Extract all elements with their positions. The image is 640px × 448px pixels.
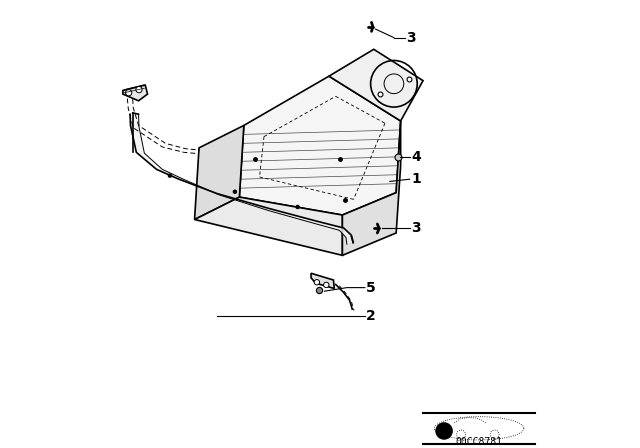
Polygon shape xyxy=(123,85,148,101)
Circle shape xyxy=(314,280,319,285)
Circle shape xyxy=(136,86,142,93)
Polygon shape xyxy=(311,273,334,289)
Text: 4: 4 xyxy=(411,150,420,164)
Circle shape xyxy=(296,205,300,209)
Text: 00CC8781: 00CC8781 xyxy=(456,437,502,447)
Text: 2: 2 xyxy=(366,309,376,323)
Text: 3: 3 xyxy=(406,30,416,45)
Circle shape xyxy=(324,282,329,288)
Polygon shape xyxy=(239,76,401,215)
Polygon shape xyxy=(195,125,244,220)
Polygon shape xyxy=(342,121,401,255)
Circle shape xyxy=(168,173,172,178)
Polygon shape xyxy=(329,49,423,121)
Text: 5: 5 xyxy=(366,280,376,295)
Circle shape xyxy=(436,423,452,439)
Text: 1: 1 xyxy=(411,172,420,186)
Text: 3: 3 xyxy=(411,221,420,236)
Polygon shape xyxy=(195,197,342,255)
Circle shape xyxy=(233,190,237,194)
Polygon shape xyxy=(130,114,353,244)
Circle shape xyxy=(125,90,132,96)
